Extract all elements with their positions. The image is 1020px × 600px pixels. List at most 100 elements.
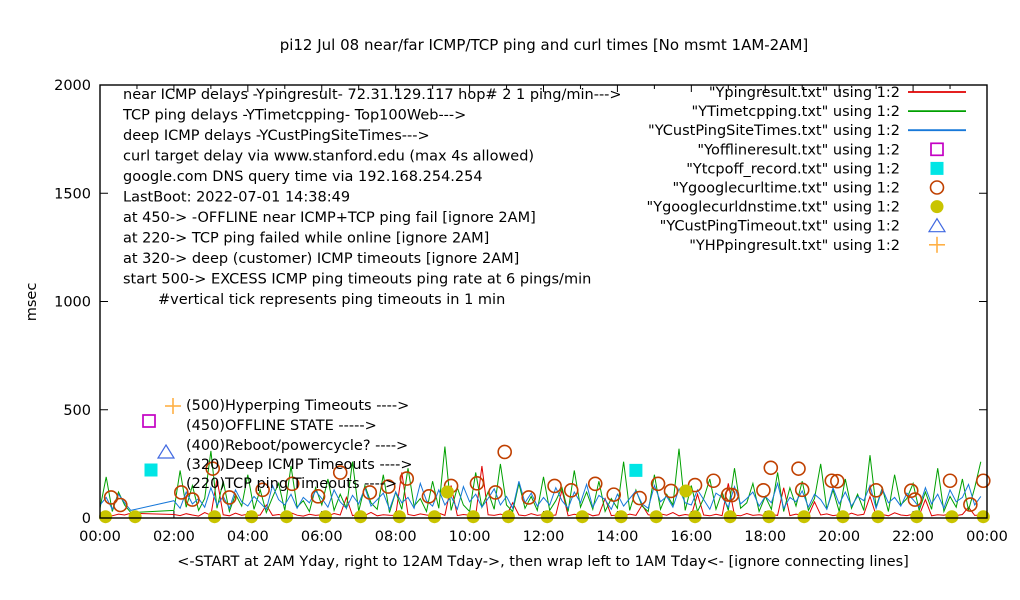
marker-google-curl-dns-time <box>208 510 222 524</box>
marker-google-curl-dns-time <box>280 510 294 524</box>
marker-google-curl-time <box>963 497 978 512</box>
marker-google-curl-dns-time <box>354 510 368 524</box>
marker-google-curl-dns-time <box>688 510 702 524</box>
threshold-label: (320)Deep ICMP Timeouts ----> <box>186 457 413 473</box>
threshold-marker <box>142 414 156 428</box>
marker-google-curl-time <box>824 473 840 489</box>
y-tick-label: 1000 <box>54 295 91 311</box>
marker-google-curl-dns-time <box>99 510 113 524</box>
marker-google-curl-dns-time <box>245 510 259 524</box>
x-tick-label: 12:00 <box>523 529 565 545</box>
legend-label: "Ypingresult.txt" using 1:2 <box>709 85 900 101</box>
legend-entry: "Yofflineresult.txt" using 1:2 <box>697 142 944 158</box>
x-tick-label: 14:00 <box>597 529 639 545</box>
marker-google-curl-time <box>606 487 622 502</box>
marker-google-curl-dns-time <box>614 510 628 524</box>
marker-google-curl-time <box>907 492 923 507</box>
marker-google-curl-time <box>563 482 579 498</box>
marker-google-curl-time <box>547 478 562 494</box>
x-tick-label: 00:00 <box>79 529 121 545</box>
marker-google-curl-dns-time <box>649 510 663 524</box>
scatter-layer <box>99 444 991 524</box>
marker-google-curl-time <box>488 485 503 500</box>
marker-google-curl-time <box>255 482 270 498</box>
marker-google-curl-dns-time <box>427 510 441 524</box>
threshold-marker <box>144 463 158 477</box>
marker-google-curl-time <box>976 473 991 489</box>
legend-label: "YHPpingresult.txt" using 1:2 <box>689 238 900 254</box>
x-axis-label: <-START at 2AM Yday, right to 12AM Tday-… <box>177 554 909 570</box>
annotation-line: TCP ping delays -YTimetcpping- Top100Web… <box>122 108 466 124</box>
marker-google-curl-dns-time <box>836 510 850 524</box>
marker-google-curl-dns-time <box>575 510 589 524</box>
annotation-line: curl target delay via www.stanford.edu (… <box>123 149 534 165</box>
y-axis-label: msec <box>24 283 40 322</box>
marker-google-curl-time <box>903 483 919 499</box>
marker-google-curl-time <box>868 482 884 498</box>
legend-label: "YTimetcpping.txt" using 1:2 <box>692 104 900 120</box>
plot-border <box>99 84 988 519</box>
x-tick-label: 18:00 <box>744 529 786 545</box>
marker-google-curl-dns-time <box>910 510 924 524</box>
x-tick-label: 06:00 <box>301 529 343 545</box>
marker-google-curl-dns-time <box>679 484 693 498</box>
legend-entry: "YCustPingTimeout.txt" using 1:2 <box>660 217 947 235</box>
legend-marker-swatch <box>927 217 947 233</box>
annotation-line: deep ICMP delays -YCustPingSiteTimes---> <box>123 128 430 144</box>
y-tick-label: 0 <box>82 511 91 527</box>
marker-google-curl-time <box>650 476 666 492</box>
legend-marker-swatch <box>930 200 944 214</box>
threshold-label: (220)TCP ping Timeouts ----> <box>186 476 397 492</box>
legend-entry: "Ygooglecurltime.txt" using 1:2 <box>673 180 945 197</box>
marker-google-curl-time <box>205 461 221 476</box>
annotation-line: at 320-> deep (customer) ICMP timeouts [… <box>123 251 519 267</box>
x-tick-label: 04:00 <box>227 529 269 545</box>
marker-google-curl-time <box>497 444 512 460</box>
marker-google-curl-dns-time <box>466 510 480 524</box>
legend-entry: "Ypingresult.txt" using 1:2 <box>709 85 966 101</box>
annotation-line: near ICMP delays -Ypingresult- 72.31.129… <box>123 87 622 103</box>
marker-google-curl-time <box>942 473 958 489</box>
threshold-labels-layer: (500)Hyperping Timeouts ----> (450)OFFLIN… <box>142 398 413 492</box>
marker-tcp-offline-record <box>629 463 643 477</box>
legend-marker-swatch <box>929 180 945 195</box>
x-tick-label: 08:00 <box>375 529 417 545</box>
y-tick-label: 1500 <box>54 186 91 202</box>
threshold-label: (500)Hyperping Timeouts ----> <box>186 398 409 414</box>
marker-google-curl-dns-time <box>797 510 811 524</box>
marker-google-curl-dns-time <box>440 485 454 499</box>
x-tick-label: 20:00 <box>818 529 860 545</box>
marker-google-curl-time <box>362 485 378 500</box>
marker-google-curl-dns-time <box>976 510 990 524</box>
marker-google-curl-time <box>706 473 721 489</box>
legend-label: "Yofflineresult.txt" using 1:2 <box>697 142 900 158</box>
annotations-layer: near ICMP delays -Ypingresult- 72.31.129… <box>122 87 622 308</box>
annotation-line: LastBoot: 2022-07-01 14:38:49 <box>123 190 350 206</box>
x-tick-label: 16:00 <box>670 529 712 545</box>
x-tick-label: 10:00 <box>449 529 491 545</box>
marker-google-curl-time <box>185 492 200 507</box>
threshold-label: (450)OFFLINE STATE -----> <box>186 418 377 434</box>
legend-label: "Ytcpoff_record.txt" using 1:2 <box>686 161 900 177</box>
marker-google-curl-time <box>399 471 415 486</box>
marker-google-curl-time <box>421 489 437 504</box>
legend-entry: "YHPpingresult.txt" using 1:2 <box>689 236 945 254</box>
marker-google-curl-time <box>587 476 603 492</box>
series-line-deep-icmp-ping <box>99 481 982 511</box>
marker-google-curl-dns-time <box>945 510 959 524</box>
x-tick-label: 22:00 <box>892 529 934 545</box>
marker-google-curl-time <box>794 482 810 498</box>
marker-google-curl-time <box>103 490 119 505</box>
marker-google-curl-time <box>830 473 845 489</box>
legend-label: "Ygooglecurltime.txt" using 1:2 <box>673 181 901 197</box>
x-tick-label: 02:00 <box>153 529 195 545</box>
marker-google-curl-dns-time <box>723 510 737 524</box>
legend-label: "YCustPingTimeout.txt" using 1:2 <box>660 219 900 235</box>
marker-google-curl-time <box>663 483 679 499</box>
axes-layer: 00:00 02:00 04:00 06:00 08:00 10:00 12:00 14:00… <box>54 78 1008 545</box>
marker-google-curl-time <box>756 482 771 498</box>
marker-google-curl-time <box>724 487 740 503</box>
marker-google-curl-dns-time <box>318 510 332 524</box>
